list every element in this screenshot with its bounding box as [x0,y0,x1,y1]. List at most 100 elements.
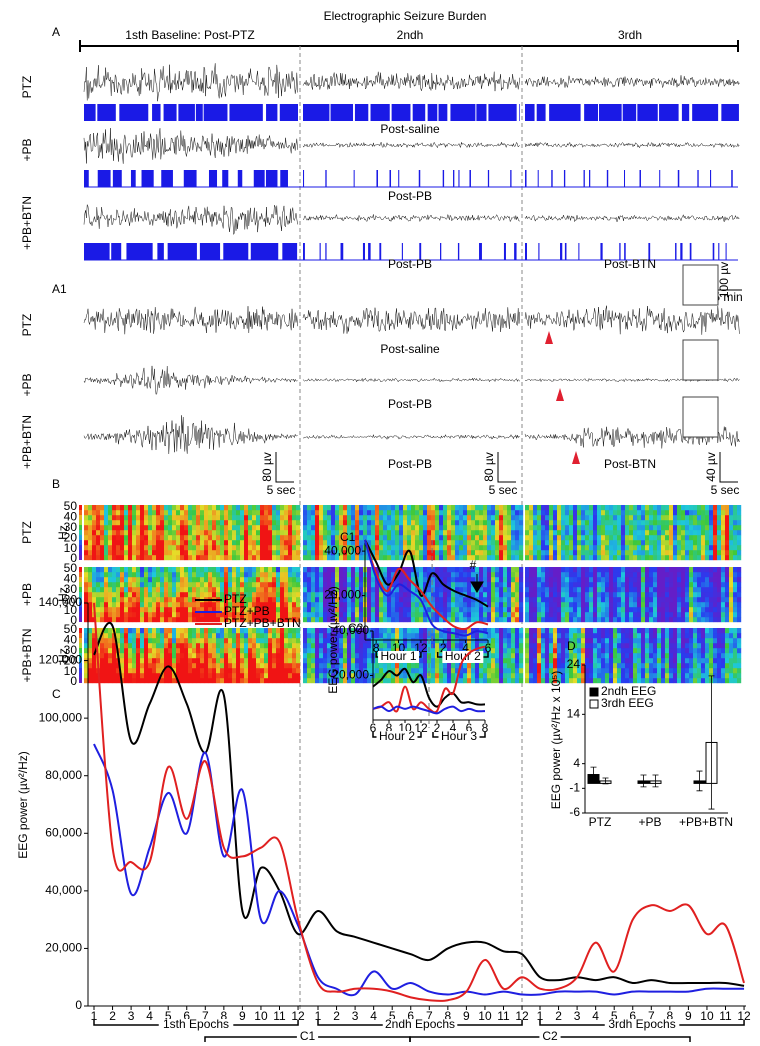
spectrogram-cell [511,555,516,561]
spectrogram-cell [641,535,646,541]
spectrogram-cell [196,510,201,516]
seizure-raster [229,104,263,121]
spectrogram-cell [176,668,181,674]
spectrogram-cell [144,663,149,669]
spectrogram-cell [164,668,169,674]
spectrogram-cell [585,555,590,561]
spectrogram-cell [168,597,173,603]
spectrogram-cell [124,678,129,684]
spectrogram-cell [240,663,245,669]
spectrogram-cell [467,515,472,521]
spectrogram-cell [240,673,245,679]
spectrogram-cell [443,607,448,613]
spectrogram-cell [677,617,682,623]
spectrogram-cell [144,555,149,561]
spectrogram-cell [411,638,416,644]
spectrogram-cell [220,628,225,634]
spectrogram-cell [439,658,444,664]
spectrogram-cell [128,658,133,664]
spectrogram-cell [176,597,181,603]
spectrogram-cell [637,505,642,511]
spectrogram-cell [116,678,121,684]
spectrogram-cell [529,505,534,511]
spectrogram-cell [423,592,428,598]
spectrogram-cell [721,545,726,551]
spectrogram-cell [483,643,488,649]
spectrogram-cell [212,653,217,659]
spectrogram-cell [244,643,249,649]
spectrogram-cell [511,648,516,654]
spectrogram-cell [124,545,129,551]
spectrogram-cell [395,643,400,649]
spectrogram-cell [525,545,530,551]
spectrogram-cell [391,572,396,578]
spectrogram-cell [483,592,488,598]
spectrogram-cell [459,545,464,551]
spectrogram-cell [367,678,372,684]
spectrogram-cell [443,515,448,521]
spectrogram-cell [491,550,496,556]
spectrogram-cell [276,510,281,516]
spectrogram-cell [359,628,364,634]
spectrogram-cell [399,545,404,551]
spectrogram-cell [96,572,101,578]
spectrogram-cell [577,525,582,531]
spectrogram-cell [104,550,109,556]
spectrogram-cell [272,617,277,623]
spectrogram-cell [240,617,245,623]
spectrogram-cell [387,515,392,521]
spectrogram-cell [160,607,165,613]
spectrogram-cell [525,587,530,593]
spectrogram-cell [112,678,117,684]
spectrogram-cell [721,612,726,618]
spectrogram-cell [475,510,480,516]
spectrogram-cell [268,567,273,573]
spectrogram-cell [196,582,201,588]
spectrogram-cell [511,515,516,521]
spectrogram-cell [431,633,436,639]
spectrogram-cell [423,572,428,578]
spectrogram-cell [525,572,530,578]
spectrogram-cell [256,540,261,546]
spectrogram-cell [196,612,201,618]
spectrogram-cell [641,510,646,516]
spectrogram-cell [589,602,594,608]
spectrogram-cell [288,587,293,593]
spectrogram-cell [427,582,432,588]
spectrogram-cell [463,577,468,583]
spectrogram-cell [407,628,412,634]
spectrogram-cell [569,572,574,578]
spectrogram-cell [148,567,153,573]
spectrogram-cell [347,505,352,511]
spectrogram-cell [447,505,452,511]
spectrogram-cell [276,597,281,603]
colorbar [79,582,82,587]
spectrogram-cell [713,505,718,511]
spectrogram-cell [296,658,301,664]
spectrogram-cell [144,515,149,521]
spectrogram-cell [140,628,145,634]
spectrogram-cell [236,567,241,573]
spectrogram-cell [537,510,542,516]
spectrogram-cell [196,567,201,573]
spectrogram-cell [144,530,149,536]
seizure-raster [514,243,517,260]
spectrogram-cell [379,545,384,551]
spectrogram-cell [511,653,516,659]
spectrogram-cell [427,505,432,511]
spectrogram-cell [423,530,428,536]
spectrogram-cell [549,567,554,573]
spectrogram-cell [84,525,89,531]
spectrogram-cell [371,607,376,613]
spectrogram-cell [315,617,320,623]
spectrogram-cell [216,638,221,644]
spectrogram-cell [232,607,237,613]
spectrogram-cell [92,643,97,649]
seizure-raster [141,170,154,187]
spectrogram-cell [244,673,249,679]
spectrogram-cell [533,510,538,516]
spectrogram-cell [152,582,157,588]
spectrogram-cell [661,612,666,618]
spectrogram-cell [519,525,524,531]
spectrogram-cell [407,678,412,684]
